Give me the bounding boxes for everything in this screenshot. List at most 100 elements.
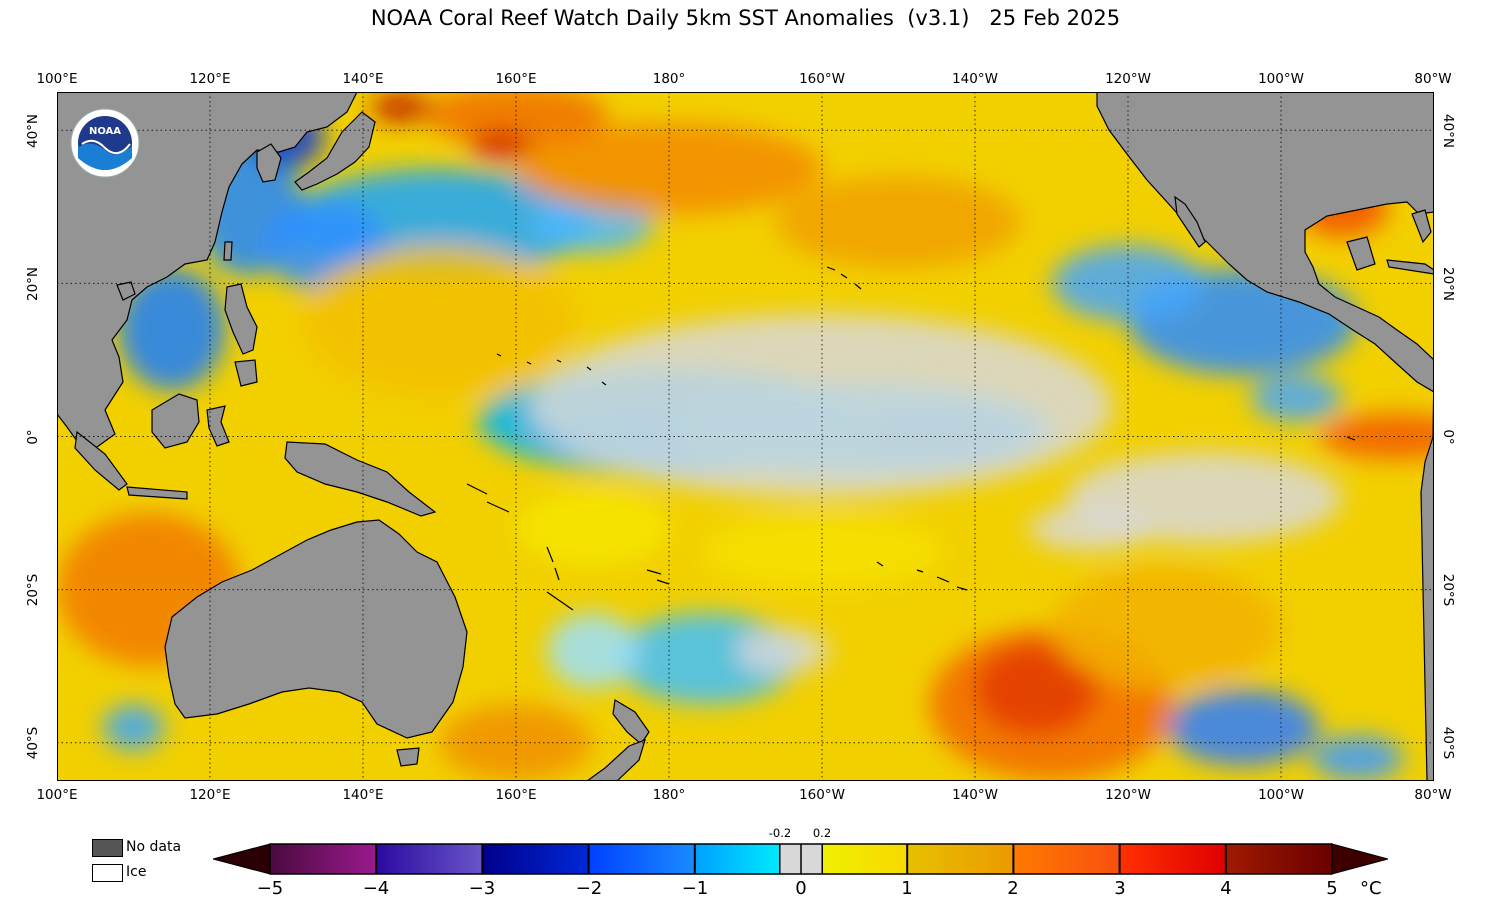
map-title: NOAA Coral Reef Watch Daily 5km SST Anom…: [370, 6, 1121, 30]
lat-label-left: 20°S: [25, 573, 41, 607]
new-zealand-south: [585, 739, 646, 781]
colorbar-segment: [822, 844, 908, 874]
new-guinea: [284, 441, 437, 517]
anomaly-blob: [737, 627, 830, 674]
anomaly-blob: [118, 268, 226, 391]
lon-label-top: 160°E: [495, 71, 537, 87]
anomaly-blob: [975, 643, 1098, 736]
colorbar-under-arrow: [213, 843, 271, 875]
lat-label-left: 40°S: [25, 726, 41, 760]
colorbar-segment: [376, 844, 483, 874]
lon-label-bottom: 100°E: [36, 787, 78, 803]
colorbar-frame: [269, 843, 1333, 875]
java: [126, 486, 188, 500]
lon-label-bottom: 140°W: [952, 787, 998, 803]
sumatra: [74, 430, 128, 491]
colorbar-tick: 0: [795, 878, 807, 899]
lon-label-top: 120°W: [1105, 71, 1151, 87]
colorbar-tick: −2: [575, 878, 603, 899]
yucatan-peninsula: [1346, 236, 1376, 271]
florida: [1411, 209, 1432, 244]
ice-label: Ice: [126, 864, 147, 880]
lat-label-right: 20°S: [1440, 573, 1456, 607]
lon-label-bottom: 80°W: [1414, 787, 1452, 803]
lon-label-bottom: 160°E: [495, 787, 537, 803]
map-frame: [57, 92, 1434, 781]
borneo: [151, 393, 200, 449]
taiwan-island: [223, 241, 233, 261]
colorbar-tick: −5: [256, 878, 284, 899]
tasmania: [396, 747, 420, 767]
korea-peninsula: [256, 143, 282, 183]
lat-label-left: 40°N: [25, 113, 41, 149]
colorbar-segment: [482, 844, 589, 874]
noaa-logo: NOAA: [70, 108, 140, 178]
lon-label-top: 160°W: [799, 71, 845, 87]
colorbar-small-tick: -0.2: [768, 826, 792, 840]
colorbar-segment: [270, 844, 377, 874]
colorbar-tick: 5: [1326, 878, 1338, 899]
lon-label-bottom: 120°W: [1105, 787, 1151, 803]
tuamotu-islands: [936, 576, 968, 591]
hawaii-islands: [826, 266, 862, 290]
solomon-islands: [466, 483, 510, 513]
land-masses: [57, 92, 1434, 781]
lat-label-left: 0°: [25, 429, 41, 445]
lon-label-top: 100°W: [1258, 71, 1304, 87]
colorbar-small-tick: 0.2: [812, 826, 832, 840]
logo-text: NOAA: [89, 126, 121, 137]
lat-label-right: 40°N: [1440, 113, 1456, 149]
fiji-islands: [646, 569, 670, 585]
cuba: [1386, 259, 1434, 275]
new-caledonia: [546, 591, 574, 611]
philippines: [224, 283, 258, 355]
lon-label-top: 120°E: [189, 71, 231, 87]
colorbar-over-arrow: [1331, 843, 1388, 875]
colorbar-tick: 3: [1114, 878, 1126, 899]
colorbar-dividers: [375, 844, 1227, 874]
asia-landmass: [57, 92, 358, 448]
colorbar-segment: [907, 844, 1014, 874]
galapagos-islands: [1346, 436, 1356, 441]
society-islands: [876, 561, 924, 573]
anomaly-blob: [1051, 566, 1281, 690]
vanuatu-islands: [546, 546, 560, 581]
anomaly-blob: [301, 245, 578, 399]
australia: [164, 519, 468, 739]
lon-label-top: 80°W: [1414, 71, 1452, 87]
ice-swatch: [92, 864, 123, 882]
colorbar-segment: [588, 844, 695, 874]
lat-label-right: 0°: [1440, 429, 1456, 445]
colorbar-tick: 4: [1220, 878, 1232, 899]
colorbar-tick: −4: [362, 878, 390, 899]
lon-label-top: 100°E: [36, 71, 78, 87]
colorbar-tick: 1: [901, 878, 913, 899]
lat-label-left: 20°N: [25, 266, 41, 302]
anomaly-blob: [1028, 505, 1151, 552]
islands: [466, 266, 1356, 611]
marshall-islands: [586, 366, 607, 386]
anomaly-blob: [1166, 689, 1320, 766]
colorbar-segments: [270, 844, 1332, 874]
lon-label-bottom: 120°E: [189, 787, 231, 803]
colorbar-segment: [1225, 844, 1332, 874]
anomaly-blob: [776, 176, 1021, 269]
hainan-island: [116, 281, 136, 301]
anomaly-blob: [424, 92, 608, 146]
lon-label-top: 140°E: [342, 71, 384, 87]
anomaly-blob: [370, 92, 432, 123]
lon-label-bottom: 140°E: [342, 787, 384, 803]
colorbar-segment: [1119, 844, 1226, 874]
sst-anomaly-map: [57, 92, 1434, 781]
micronesia-islands: [496, 353, 562, 365]
mindanao: [234, 359, 258, 387]
baja-california: [1174, 195, 1206, 248]
colorbar-tick: 2: [1007, 878, 1019, 899]
lat-label-right: 20°N: [1440, 266, 1456, 302]
anomaly-field: [57, 92, 1434, 781]
anomaly-blob: [1250, 375, 1343, 422]
lon-label-bottom: 100°W: [1258, 787, 1304, 803]
colorbar-segment: [1013, 844, 1120, 874]
anomaly-blob: [516, 490, 669, 567]
japan-islands: [294, 111, 376, 191]
